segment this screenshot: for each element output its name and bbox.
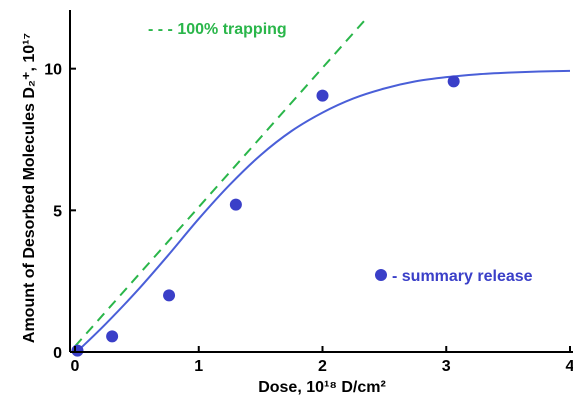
y-tick-label: 0: [53, 345, 62, 362]
x-axis-title: Dose, 10¹⁸ D/cm²: [258, 379, 386, 396]
ticks: 0 1 2 3 4 0 5 10: [44, 62, 573, 375]
legend-summary-label: - summary release: [392, 268, 533, 285]
plot-area: [71, 17, 571, 357]
legend-trapping-label: - - - 100% trapping: [148, 21, 287, 38]
legend-summary: - summary release: [375, 268, 533, 285]
data-point: [163, 289, 176, 302]
y-axis-title: Amount of Desorbed Molecules D₂⁺, 10¹⁷: [21, 33, 38, 343]
axes: [69, 10, 573, 353]
data-point: [106, 330, 119, 343]
fit-curve: [80, 69, 571, 349]
trapping-dashed-line: [74, 17, 368, 347]
x-tick-label: 3: [442, 358, 451, 375]
data-point: [316, 89, 329, 102]
y-tick-label: 10: [44, 62, 62, 79]
data-point: [71, 344, 84, 357]
x-tick-label: 1: [194, 358, 203, 375]
data-point: [447, 75, 460, 88]
x-tick-label: 2: [318, 358, 327, 375]
legend-trapping: - - - 100% trapping: [148, 21, 287, 38]
legend-summary-marker: [375, 269, 387, 281]
x-tick-label: 0: [71, 358, 80, 375]
y-tick-label: 5: [53, 203, 62, 220]
data-point: [229, 198, 242, 211]
x-tick-label: 4: [566, 358, 573, 375]
